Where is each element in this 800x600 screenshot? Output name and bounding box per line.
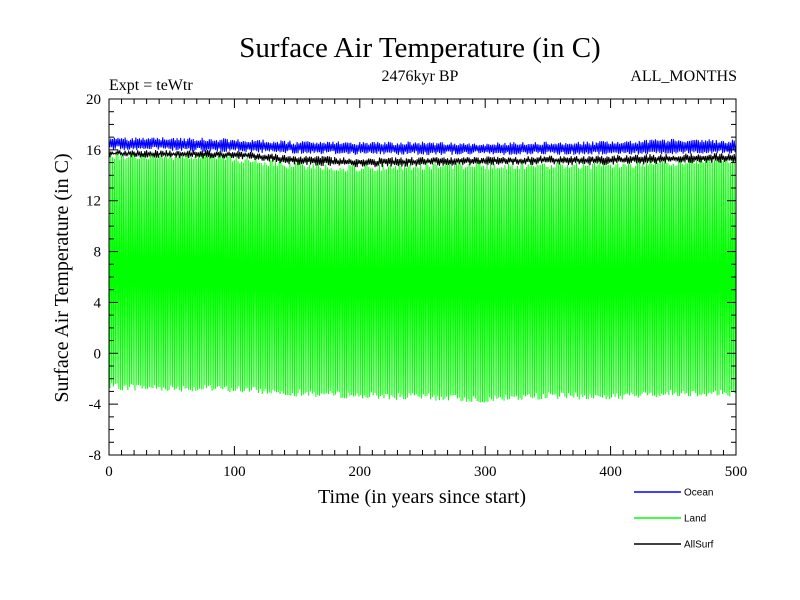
x-axis-label: Time (in years since start) <box>318 486 526 508</box>
series-ocean <box>108 137 737 155</box>
axis-tick-labels: 0 100 200 300 400 500 -8 -4 0 4 8 12 16 20 <box>86 92 747 480</box>
y-tick-label: 0 <box>94 346 102 362</box>
y-axis-label: Surface Air Temperature (in C) <box>51 153 73 402</box>
x-tick-label: 100 <box>223 464 246 480</box>
y-tick-label: 8 <box>94 245 102 261</box>
legend-label: AllSurf <box>684 540 714 551</box>
legend-item-allsurf: AllSurf <box>634 540 714 551</box>
series-land <box>108 152 737 403</box>
period-label: ALL_MONTHS <box>630 68 737 85</box>
series-line-land <box>108 152 737 403</box>
y-tick-label: 4 <box>94 295 102 311</box>
y-tick-label: -8 <box>89 448 102 464</box>
legend-label: Land <box>684 514 706 525</box>
x-tick-label: 500 <box>725 464 748 480</box>
legend-item-ocean: Ocean <box>634 488 713 499</box>
series-line-ocean <box>108 137 737 155</box>
y-tick-label: 20 <box>86 92 101 108</box>
plot-data-layer <box>108 137 737 403</box>
legend-label: Ocean <box>684 488 713 499</box>
series-allsurf <box>108 148 737 168</box>
chart-title: Surface Air Temperature (in C) <box>239 32 600 64</box>
y-tick-label: 12 <box>86 194 101 210</box>
y-tick-label: 16 <box>86 143 102 159</box>
x-tick-label: 300 <box>474 464 497 480</box>
legend: Ocean Land AllSurf <box>634 488 714 551</box>
x-tick-label: 400 <box>599 464 622 480</box>
y-tick-label: -4 <box>89 397 102 413</box>
axis-ticks <box>108 98 737 456</box>
experiment-label: Expt = teWtr <box>109 77 193 94</box>
x-tick-label: 0 <box>105 464 113 480</box>
chart-subtitle: 2476kyr BP <box>382 68 459 85</box>
x-tick-label: 200 <box>349 464 372 480</box>
series-line-allsurf <box>108 148 737 168</box>
legend-item-land: Land <box>634 514 706 525</box>
